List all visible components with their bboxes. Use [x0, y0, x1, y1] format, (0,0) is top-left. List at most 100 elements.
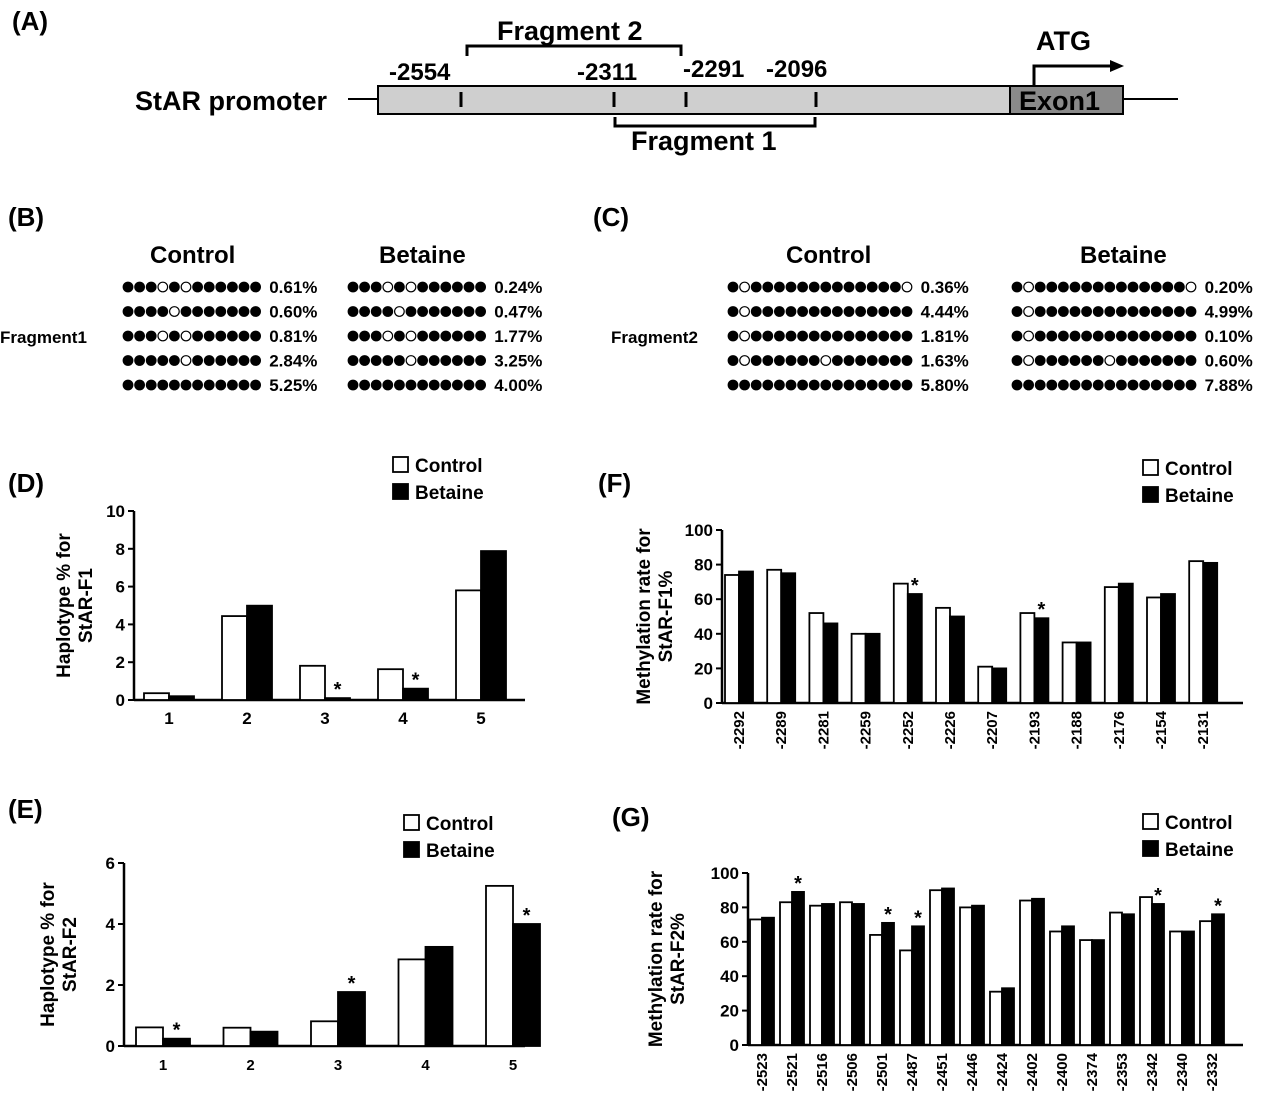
significance-star: *: [334, 679, 342, 701]
significance-star: *: [523, 905, 531, 927]
bar-control: [869, 934, 883, 1046]
x-tick-label: -2207: [984, 711, 1001, 749]
methylated-cpg-dot: [1081, 355, 1092, 366]
methylated-cpg-dot: [463, 281, 475, 293]
methylated-cpg-dot: [1115, 355, 1127, 366]
y-tick-label: 40: [694, 625, 713, 644]
methylated-cpg-dot: [122, 379, 134, 391]
methylated-cpg-dot: [1185, 355, 1197, 366]
bar-betaine: [1075, 641, 1092, 704]
methylated-cpg-dot: [727, 355, 739, 366]
bar-control: [724, 574, 740, 704]
unmethylated-cpg-dot: [405, 355, 417, 366]
bar-betaine: [480, 550, 507, 701]
methylated-cpg-dot: [1139, 379, 1150, 391]
methylated-cpg-dot: [1081, 379, 1092, 391]
methylated-cpg-dot: [134, 355, 146, 366]
methylated-cpg-dot: [226, 306, 238, 317]
bar-control: [1061, 641, 1078, 704]
methylated-cpg-dot: [1092, 306, 1104, 317]
bar-control: [1146, 596, 1162, 704]
methylated-cpg-dot: [762, 355, 774, 366]
methylated-cpg-dot: [774, 281, 785, 293]
bar-betaine: [1202, 561, 1219, 704]
y-tick-label: 4: [116, 615, 126, 634]
methylated-cpg-dot: [1069, 330, 1081, 342]
bar-control: [455, 589, 482, 701]
methylated-cpg-dot: [1139, 281, 1150, 293]
x-tick-label: -2523: [754, 1053, 771, 1091]
legend-label-betaine: Betaine: [1165, 840, 1234, 861]
methylated-cpg-dot: [475, 306, 487, 317]
methylated-cpg-dot: [405, 306, 417, 317]
methylated-cpg-dot: [1104, 306, 1116, 317]
methylated-cpg-dot: [122, 330, 134, 342]
fragment2-label: Fragment 2: [497, 16, 643, 46]
legend-swatch-control: [1142, 813, 1159, 830]
bar-control: [1139, 896, 1153, 1046]
methylated-cpg-dot: [727, 281, 739, 293]
methylated-cpg-dot: [1185, 306, 1197, 317]
methylated-cpg-dot: [1023, 379, 1034, 391]
methylated-cpg-dot: [762, 281, 774, 293]
methylated-cpg-dot: [832, 355, 843, 366]
methylated-cpg-dot: [832, 379, 843, 391]
haplotype-percent: 0.60%: [269, 303, 317, 322]
y-tick-label: 60: [720, 933, 739, 952]
x-tick-label: 2: [242, 709, 251, 728]
methylated-cpg-dot: [168, 355, 180, 366]
methylated-cpg-dot: [890, 306, 901, 317]
methylated-cpg-dot: [1127, 306, 1139, 317]
methylated-cpg-dot: [440, 355, 452, 366]
methylated-cpg-dot: [417, 330, 429, 342]
methylated-cpg-dot: [452, 330, 463, 342]
haplotype-percent: 1.77%: [494, 327, 542, 346]
methylated-cpg-dot: [866, 281, 878, 293]
methylated-cpg-dot: [1162, 355, 1174, 366]
methylated-cpg-dot: [475, 379, 487, 391]
methylated-cpg-dot: [1011, 355, 1023, 366]
methylated-cpg-dot: [428, 330, 440, 342]
methylated-cpg-dot: [452, 306, 463, 317]
x-tick-label: -2374: [1084, 1052, 1101, 1091]
position-2291: -2291: [683, 56, 744, 83]
significance-star: *: [348, 973, 356, 995]
fragment1-row-label: Fragment1: [0, 328, 87, 347]
methylated-cpg-dot: [808, 379, 820, 391]
methylated-cpg-dot: [168, 281, 180, 293]
methylated-cpg-dot: [878, 355, 890, 366]
methylated-cpg-dot: [1185, 379, 1197, 391]
bar-control: [1109, 911, 1123, 1046]
bar-control: [959, 906, 973, 1046]
x-tick-label: -2353: [1114, 1053, 1131, 1091]
methylated-cpg-dot: [238, 355, 250, 366]
legend-swatch-control: [392, 456, 409, 473]
exon-box: [1009, 85, 1124, 115]
y-axis-label-line1: Methylation rate for: [646, 870, 667, 1047]
bar-control: [749, 918, 763, 1046]
methylated-cpg-dot: [878, 330, 890, 342]
methylated-cpg-dot: [762, 306, 774, 317]
atg-arrow: [1032, 64, 1118, 86]
methylated-cpg-dot: [1150, 355, 1162, 366]
unmethylated-cpg-dot: [739, 330, 750, 342]
legend-swatch-betaine: [403, 841, 420, 858]
bar-betaine: [1181, 930, 1195, 1046]
x-tick-label: -2340: [1174, 1053, 1191, 1091]
methylated-cpg-dot: [1150, 379, 1162, 391]
bar-control: [766, 568, 783, 704]
methylated-cpg-dot: [843, 355, 855, 366]
methylated-cpg-dot: [1011, 306, 1023, 317]
methylated-cpg-dot: [797, 281, 808, 293]
methylated-cpg-dot: [215, 379, 227, 391]
methylated-cpg-dot: [238, 330, 250, 342]
methylated-cpg-dot: [1127, 281, 1139, 293]
panel-b-letter: (B): [8, 202, 44, 232]
methylated-cpg-dot: [866, 355, 878, 366]
methylated-cpg-dot: [145, 330, 157, 342]
y-tick-label: 60: [694, 590, 713, 609]
methylated-cpg-dot: [762, 379, 774, 391]
bar-betaine: [162, 1037, 191, 1047]
unmethylated-cpg-dot: [168, 306, 180, 317]
unmethylated-cpg-dot: [1023, 330, 1034, 342]
